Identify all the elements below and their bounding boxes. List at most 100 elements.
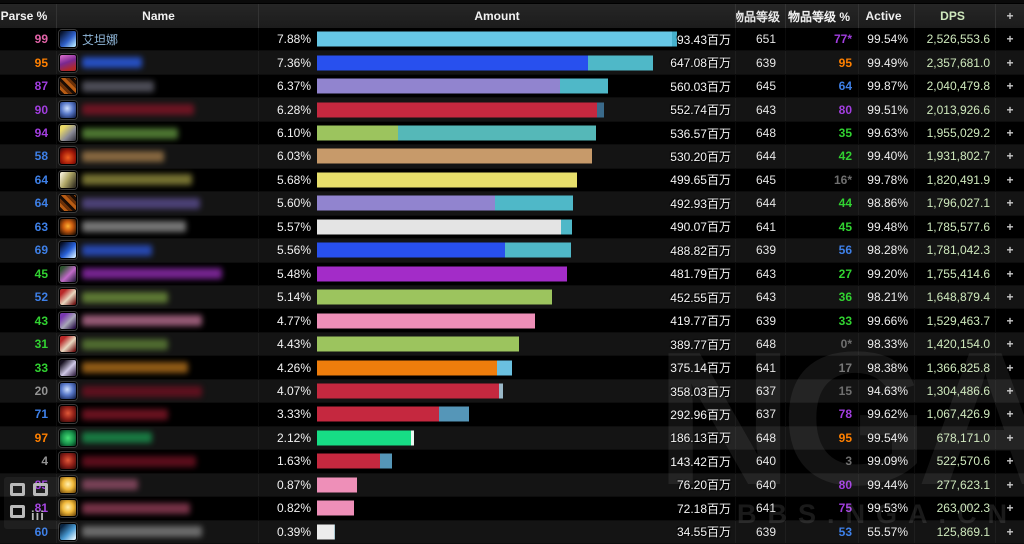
damage-bar[interactable] — [317, 266, 677, 282]
frost-skull-icon[interactable] — [59, 100, 77, 119]
parse-percent-value[interactable]: 64 — [34, 196, 48, 211]
parse-percent-value[interactable]: 4 — [41, 454, 48, 469]
damage-bar[interactable] — [317, 195, 677, 211]
item-level-percent-value[interactable]: 45 — [838, 219, 852, 234]
fel-figure-icon[interactable] — [59, 264, 77, 283]
expand-row-button[interactable]: + — [1006, 32, 1014, 47]
phoenix-flame-icon[interactable] — [59, 147, 77, 166]
parse-percent-value[interactable]: 33 — [34, 360, 48, 375]
parse-percent-value[interactable]: 94 — [34, 126, 48, 141]
expand-row-button[interactable]: + — [1006, 501, 1014, 516]
header-parse-percent[interactable]: Parse % — [0, 9, 48, 23]
frost-skull-icon[interactable] — [59, 382, 77, 401]
expand-row-button[interactable]: + — [1006, 126, 1014, 141]
parse-percent-value[interactable]: 52 — [34, 290, 48, 305]
header-dps[interactable]: DPS — [914, 4, 995, 28]
expand-row-button[interactable]: + — [1006, 149, 1014, 164]
parse-percent-value[interactable]: 71 — [34, 407, 48, 422]
damage-bar[interactable] — [317, 383, 677, 399]
void-spike-icon[interactable] — [59, 358, 77, 377]
fire-skull-icon[interactable] — [59, 217, 77, 236]
parse-percent-value[interactable]: 97 — [34, 430, 48, 445]
holy-radiance-icon[interactable] — [59, 475, 77, 494]
damage-bar[interactable] — [317, 172, 677, 188]
expand-row-button[interactable]: + — [1006, 407, 1014, 422]
parse-percent-value[interactable]: 69 — [34, 243, 48, 258]
parse-percent-value[interactable]: 63 — [34, 219, 48, 234]
item-level-percent-value[interactable]: 77* — [833, 32, 852, 47]
damage-bar[interactable] — [317, 242, 677, 258]
damage-bar[interactable] — [317, 430, 677, 446]
header-amount[interactable]: Amount — [258, 4, 735, 28]
player-name-link[interactable]: 艾坦娜 — [82, 32, 119, 47]
blood-dragon-icon[interactable] — [59, 452, 77, 471]
expand-row-button[interactable]: + — [1006, 266, 1014, 281]
water-spirit-icon[interactable] — [59, 522, 77, 541]
expand-row-button[interactable]: + — [1006, 360, 1014, 375]
item-level-percent-value[interactable]: 95 — [838, 55, 852, 70]
storm-blades-icon[interactable] — [59, 124, 77, 143]
damage-bar[interactable] — [317, 55, 677, 71]
lightning-strike-icon[interactable] — [59, 241, 77, 260]
expand-row-button[interactable]: + — [1006, 243, 1014, 258]
item-level-percent-value[interactable]: 0* — [840, 337, 852, 352]
item-level-percent-value[interactable]: 27 — [838, 266, 852, 281]
parse-percent-value[interactable]: 64 — [34, 172, 48, 187]
damage-bar[interactable] — [317, 102, 677, 118]
expand-row-button[interactable]: + — [1006, 477, 1014, 492]
blade-flurry-icon[interactable] — [59, 170, 77, 189]
parse-percent-value[interactable]: 58 — [34, 149, 48, 164]
expand-row-button[interactable]: + — [1006, 313, 1014, 328]
damage-bar[interactable] — [317, 313, 677, 329]
beast-maw-icon[interactable] — [59, 288, 77, 307]
parse-percent-value[interactable]: 95 — [34, 55, 48, 70]
item-level-percent-value[interactable]: 95 — [838, 430, 852, 445]
item-level-percent-value[interactable]: 75 — [838, 501, 852, 516]
header-name[interactable]: Name — [56, 4, 258, 28]
damage-bar[interactable] — [317, 125, 677, 141]
damage-bar[interactable] — [317, 406, 677, 422]
parse-percent-value[interactable]: 87 — [34, 79, 48, 94]
damage-bar[interactable] — [317, 524, 677, 540]
parse-percent-value[interactable]: 45 — [34, 266, 48, 281]
beast-maw-icon[interactable] — [59, 335, 77, 354]
item-level-percent-value[interactable]: 35 — [838, 126, 852, 141]
expand-row-button[interactable]: + — [1006, 337, 1014, 352]
wrath-hammer-icon[interactable] — [59, 311, 77, 330]
header-expand[interactable]: + — [995, 4, 1024, 28]
item-level-percent-value[interactable]: 78 — [838, 407, 852, 422]
damage-bar[interactable] — [317, 500, 677, 516]
damage-bar[interactable] — [317, 78, 677, 94]
expand-row-button[interactable]: + — [1006, 172, 1014, 187]
flame-slash-icon[interactable] — [59, 194, 77, 213]
expand-row-button[interactable]: + — [1006, 102, 1014, 117]
damage-bar[interactable] — [317, 289, 677, 305]
item-level-percent-value[interactable]: 15 — [838, 384, 852, 399]
damage-bar[interactable] — [317, 219, 677, 235]
damage-bar[interactable] — [317, 360, 677, 376]
damage-bar[interactable] — [317, 453, 677, 469]
expand-row-button[interactable]: + — [1006, 524, 1014, 539]
item-level-percent-value[interactable]: 80 — [838, 477, 852, 492]
header-item-level-percent[interactable]: 物品等级 % — [785, 4, 858, 28]
parse-percent-value[interactable]: 31 — [34, 337, 48, 352]
item-level-percent-value[interactable]: 17 — [838, 360, 852, 375]
expand-row-button[interactable]: + — [1006, 55, 1014, 70]
expand-row-button[interactable]: + — [1006, 384, 1014, 399]
parse-percent-value[interactable]: 20 — [34, 384, 48, 399]
expand-row-button[interactable]: + — [1006, 430, 1014, 445]
damage-bar[interactable] — [317, 148, 677, 164]
damage-bar[interactable] — [317, 336, 677, 352]
parse-percent-value[interactable]: 90 — [34, 102, 48, 117]
header-active[interactable]: Active — [858, 4, 914, 28]
damage-bar[interactable] — [317, 477, 677, 493]
expand-row-button[interactable]: + — [1006, 196, 1014, 211]
parse-percent-value[interactable]: 85 — [34, 477, 48, 492]
item-level-percent-value[interactable]: 56 — [838, 243, 852, 258]
damage-bar[interactable] — [317, 31, 677, 47]
item-level-percent-value[interactable]: 3 — [845, 454, 852, 469]
expand-row-button[interactable]: + — [1006, 79, 1014, 94]
holy-radiance-icon[interactable] — [59, 499, 77, 518]
jade-wind-icon[interactable] — [59, 428, 77, 447]
parse-percent-value[interactable]: 60 — [34, 524, 48, 539]
